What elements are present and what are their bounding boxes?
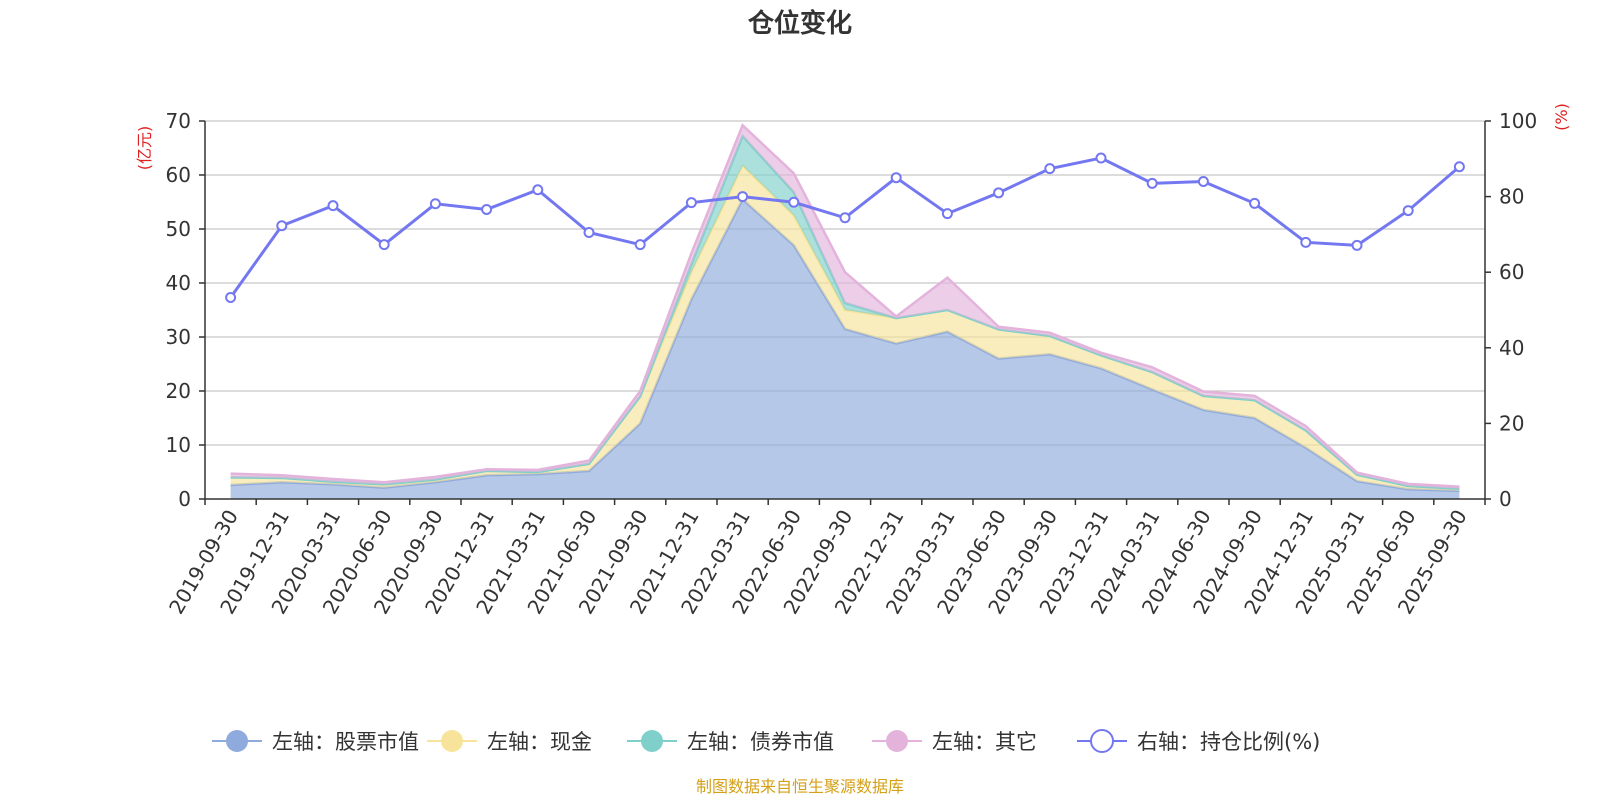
area-series-2 xyxy=(230,165,1460,491)
left-axis-tick-label: 50 xyxy=(166,217,191,241)
right-axis-tick-labels: 0 20 40 60 80 100 xyxy=(1499,109,1537,511)
left-axis-tick-label: 60 xyxy=(166,163,191,187)
holding-ratio-point xyxy=(327,200,339,212)
left-axis-tick-label: 70 xyxy=(166,109,191,133)
holding-ratio-point xyxy=(276,220,288,232)
holding-ratio-line xyxy=(225,152,1465,304)
right-axis-tick-label: 100 xyxy=(1499,109,1537,133)
holding-ratio-point xyxy=(634,239,646,251)
legend-label: 右轴：持仓比例(%) xyxy=(1137,730,1320,754)
left-axis-tick-label: 0 xyxy=(178,487,191,511)
holding-ratio-point xyxy=(1146,177,1158,189)
legend-item-4[interactable]: 左轴：其它 xyxy=(872,730,1037,754)
holding-ratio-point xyxy=(532,184,544,196)
holding-ratio-point xyxy=(941,208,953,220)
holding-ratio-point xyxy=(481,203,493,215)
legend-item-2[interactable]: 左轴：现金 xyxy=(427,730,592,754)
holding-ratio-point xyxy=(685,197,697,209)
x-axis-tick-labels: 2019-09-302019-12-312020-03-312020-06-30… xyxy=(164,505,1472,618)
source-note: 制图数据来自恒生聚源数据库 xyxy=(696,777,904,796)
legend-marker xyxy=(886,730,908,752)
legend-marker xyxy=(1090,729,1114,753)
holding-ratio-point xyxy=(1095,152,1107,164)
left-axis-unit-label: (亿元) xyxy=(135,126,154,171)
left-axis-tick-label: 40 xyxy=(166,271,191,295)
legend-marker xyxy=(641,730,663,752)
right-axis-tick-label: 80 xyxy=(1499,185,1524,209)
holding-ratio-point xyxy=(737,191,749,203)
legend-item-5[interactable]: 右轴：持仓比例(%) xyxy=(1077,729,1320,754)
holding-ratio-point xyxy=(839,212,851,224)
legend-item-3[interactable]: 左轴：债券市值 xyxy=(627,730,834,754)
left-axis-tick-label: 30 xyxy=(166,325,191,349)
left-axis-tick-labels: 0 10 20 30 40 50 60 70 xyxy=(166,109,191,511)
legend[interactable]: 左轴：股票市值 左轴：现金 左轴：债券市值 左轴：其它 右轴：持仓比例(%) xyxy=(212,729,1320,754)
chart-title: 仓位变化 xyxy=(747,8,852,39)
right-axis-tick-label: 20 xyxy=(1499,411,1524,435)
holding-ratio-point xyxy=(583,227,595,239)
holding-ratio-point xyxy=(1249,197,1261,209)
holding-ratio-point xyxy=(1351,239,1363,251)
holding-ratio-point xyxy=(378,239,390,251)
area-series-1 xyxy=(230,199,1460,500)
legend-label: 左轴：其它 xyxy=(932,730,1037,754)
legend-marker xyxy=(441,730,463,752)
axes xyxy=(199,120,1491,505)
legend-item-1[interactable]: 左轴：股票市值 xyxy=(212,730,419,754)
left-axis-tick-label: 20 xyxy=(166,379,191,403)
stacked-areas xyxy=(230,123,1460,500)
holding-ratio-point xyxy=(788,196,800,208)
left-axis-tick-label: 10 xyxy=(166,433,191,457)
legend-label: 左轴：股票市值 xyxy=(272,730,419,754)
legend-label: 左轴：现金 xyxy=(487,730,592,754)
holding-ratio-point xyxy=(225,292,237,304)
legend-marker xyxy=(226,730,248,752)
right-axis-unit-label: (%) xyxy=(1552,103,1571,131)
legend-label: 左轴：债券市值 xyxy=(687,730,834,754)
holding-ratio-point xyxy=(993,187,1005,199)
holding-ratio-point xyxy=(1453,161,1465,173)
right-axis-tick-label: 0 xyxy=(1499,487,1512,511)
holding-ratio-point xyxy=(1197,175,1209,187)
holding-ratio-point xyxy=(890,172,902,184)
right-axis-tick-label: 40 xyxy=(1499,336,1524,360)
area-edge-series-4 xyxy=(230,123,1460,488)
right-axis-tick-label: 60 xyxy=(1499,260,1524,284)
holding-ratio-point xyxy=(1300,236,1312,248)
holding-ratio-point xyxy=(429,198,441,210)
holding-ratio-point xyxy=(1402,205,1414,217)
holding-ratio-point xyxy=(1044,163,1056,175)
